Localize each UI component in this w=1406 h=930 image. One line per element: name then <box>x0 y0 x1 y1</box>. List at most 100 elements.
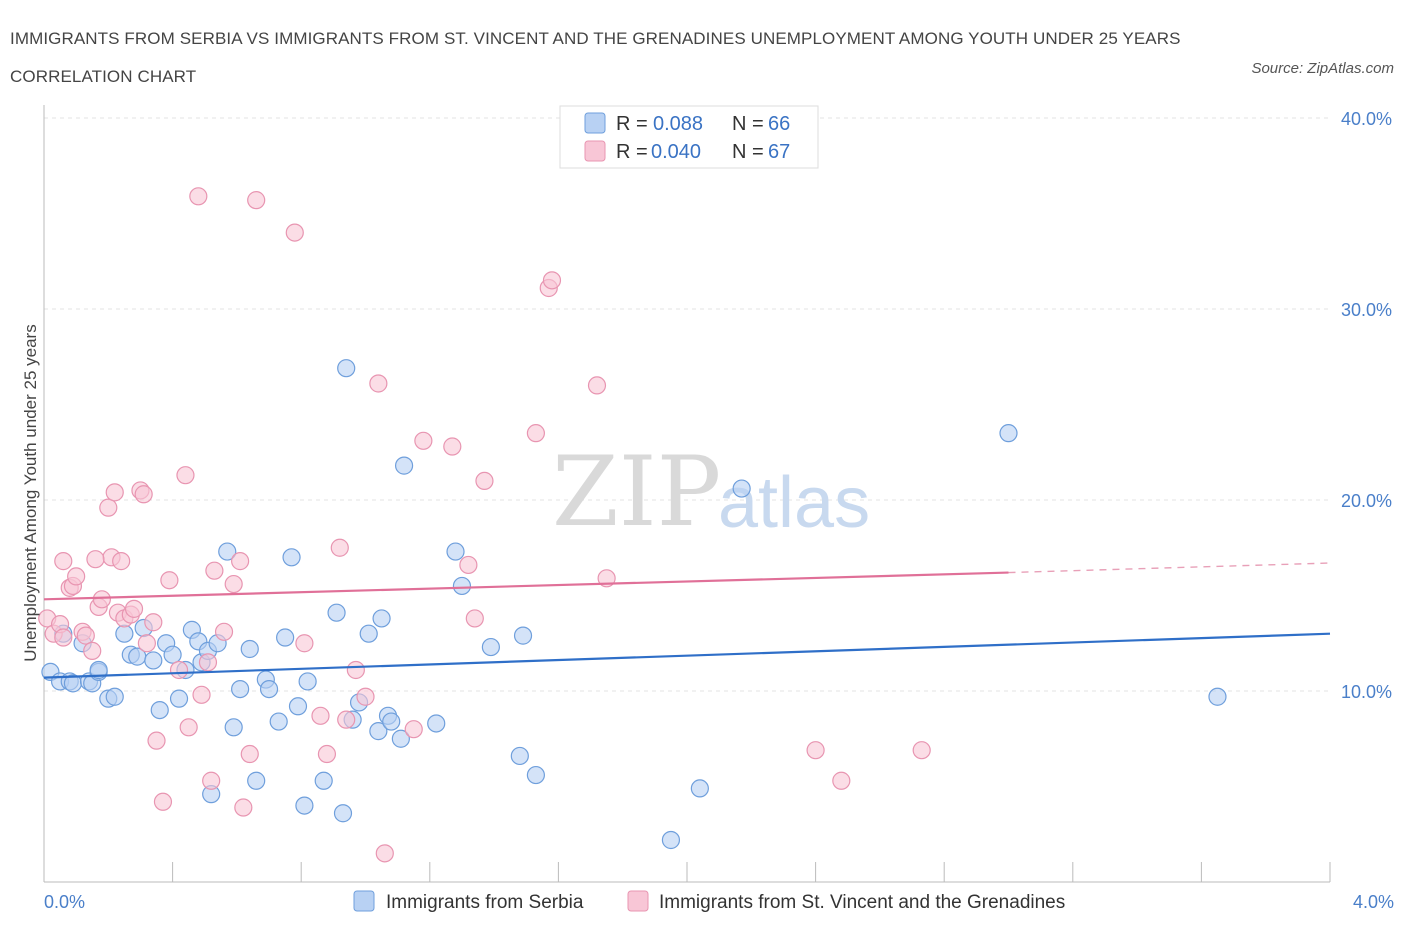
data-point-stvincent <box>99 498 118 517</box>
legend-r-label-serbia: R = <box>616 113 648 135</box>
data-point-serbia <box>337 359 356 378</box>
data-point-stvincent <box>912 741 931 760</box>
data-point-serbia <box>276 628 295 647</box>
data-point-stvincent <box>542 271 562 290</box>
trend-line-serbia <box>43 632 1331 679</box>
data-point-serbia <box>382 712 401 731</box>
y-tick-label: 40.0% <box>1341 109 1392 129</box>
bottom-legend-label-stvincent: Immigrants from St. Vincent and the Gren… <box>659 892 1065 913</box>
data-point-stvincent <box>475 471 494 490</box>
data-point-serbia <box>333 804 353 823</box>
legend-n-value-serbia: 66 <box>768 113 790 135</box>
grid-lines <box>44 117 1330 692</box>
chart-title: IMMIGRANTS FROM SERBIA VS IMMIGRANTS FRO… <box>10 29 1181 86</box>
source-label: Source: ZipAtlas.com <box>1251 60 1394 77</box>
data-point-stvincent <box>176 466 195 485</box>
stats-legend: R = 0.088 N = 66 R = 0.040 N = 67 <box>559 105 819 169</box>
data-point-stvincent <box>317 744 337 764</box>
data-point-stvincent <box>375 844 394 863</box>
data-point-stvincent <box>153 792 173 811</box>
legend-r-label-stvincent: R = <box>616 141 648 163</box>
data-point-stvincent <box>179 718 198 737</box>
data-point-stvincent <box>169 660 189 680</box>
data-point-serbia <box>144 651 163 670</box>
data-point-serbia <box>288 697 308 716</box>
data-point-stvincent <box>134 485 153 504</box>
data-point-serbia <box>526 765 545 785</box>
data-point-stvincent <box>356 687 375 706</box>
data-point-stvincent <box>198 653 218 672</box>
data-point-serbia <box>314 771 333 790</box>
axes <box>43 105 1331 883</box>
data-point-stvincent <box>86 550 105 569</box>
data-point-serbia <box>240 639 259 659</box>
data-point-serbia <box>115 624 134 643</box>
data-point-serbia <box>481 637 500 657</box>
data-point-stvincent <box>404 720 423 739</box>
data-point-serbia <box>327 603 346 622</box>
data-point-stvincent <box>526 424 545 443</box>
data-point-serbia <box>359 624 378 643</box>
data-point-stvincent <box>587 376 607 395</box>
data-point-stvincent <box>54 628 73 647</box>
data-point-stvincent <box>295 634 314 653</box>
data-point-stvincent <box>465 609 484 628</box>
data-point-stvincent <box>105 483 124 502</box>
data-point-serbia <box>394 456 414 475</box>
data-point-serbia <box>231 679 250 699</box>
y-tick-label: 20.0% <box>1341 491 1392 511</box>
legend-n-label-stvincent: N = <box>732 141 764 163</box>
data-point-serbia <box>732 479 751 498</box>
data-points <box>38 187 1227 863</box>
data-point-stvincent <box>224 574 243 594</box>
data-point-serbia <box>369 722 388 741</box>
data-point-stvincent <box>311 706 330 725</box>
data-point-stvincent <box>459 555 478 575</box>
data-point-serbia <box>690 779 709 798</box>
legend-swatch-stvincent <box>584 140 606 162</box>
data-point-stvincent <box>147 731 166 750</box>
trend-line-stvincent-extension <box>1008 562 1331 574</box>
data-point-serbia <box>427 714 446 733</box>
data-point-serbia <box>661 830 681 850</box>
data-point-stvincent <box>214 622 234 641</box>
data-point-serbia <box>259 679 279 699</box>
bottom-legend-swatch-stvincent <box>627 890 649 912</box>
watermark-zip: ZIP <box>552 436 721 548</box>
bottom-legend-swatch-serbia <box>353 890 375 912</box>
data-point-stvincent <box>76 626 95 645</box>
y-tick-labels: 10.0% 20.0% 30.0% 40.0% <box>1341 109 1392 702</box>
trend-line-stvincent <box>43 571 1009 601</box>
data-point-serbia <box>295 796 314 815</box>
data-point-serbia <box>298 672 317 691</box>
data-point-serbia <box>1208 687 1227 706</box>
data-point-stvincent <box>330 538 349 557</box>
data-point-stvincent <box>414 431 433 450</box>
x-tick-labels: 0.0% 4.0% <box>44 892 1394 912</box>
data-point-stvincent <box>832 771 851 790</box>
data-point-serbia <box>372 609 391 628</box>
data-point-serbia <box>224 718 243 737</box>
bottom-legend-label-serbia: Immigrants from Serbia <box>386 892 584 913</box>
data-point-serbia <box>105 687 124 706</box>
data-point-serbia <box>510 746 529 766</box>
legend-swatch-serbia <box>584 112 606 134</box>
data-point-stvincent <box>240 744 259 764</box>
data-point-stvincent <box>92 590 111 609</box>
data-point-stvincent <box>806 741 825 760</box>
legend-n-value-stvincent: 67 <box>768 141 790 163</box>
data-point-stvincent <box>54 552 73 571</box>
data-point-serbia <box>163 645 182 664</box>
legend-n-label-serbia: N = <box>732 113 764 135</box>
y-tick-label: 10.0% <box>1341 682 1392 702</box>
data-point-stvincent <box>112 552 131 571</box>
data-point-stvincent <box>231 552 250 571</box>
data-point-serbia <box>247 771 266 790</box>
data-point-stvincent <box>443 437 462 456</box>
data-point-stvincent <box>137 634 156 653</box>
data-point-serbia <box>391 729 410 748</box>
x-tick-label-end: 4.0% <box>1353 892 1394 912</box>
data-point-stvincent <box>202 771 221 790</box>
data-point-stvincent <box>67 567 86 586</box>
